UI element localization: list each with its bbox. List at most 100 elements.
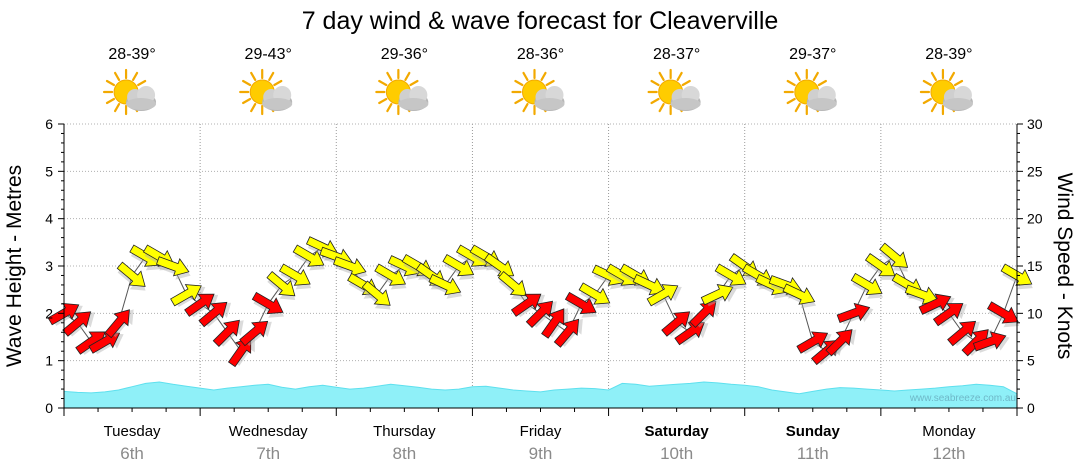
cloud-base	[398, 98, 429, 110]
sun-ray	[137, 79, 147, 87]
sun-ray	[378, 97, 388, 105]
partly-cloudy-icon	[375, 68, 429, 116]
wind-arrow-head	[198, 301, 228, 328]
y-axis-label-right: Wind Speed - Knots	[1053, 173, 1076, 360]
wind-arrow	[553, 318, 583, 348]
sun-ray	[922, 97, 932, 105]
wind-arrow-head	[661, 311, 691, 337]
day-name-label: Friday	[520, 423, 562, 440]
wind-arrow-head	[836, 302, 871, 324]
wind-arrow-head	[212, 319, 240, 348]
wind-arrow-head	[674, 322, 705, 346]
wind-arrow-head	[525, 300, 554, 329]
y-tick-label-right: 25	[1027, 163, 1043, 179]
sun-ray	[817, 79, 827, 87]
wind-arrow	[510, 293, 546, 318]
sun-ray	[514, 97, 524, 105]
wind-arrow	[442, 253, 475, 280]
wind-arrow-head	[361, 280, 391, 306]
wind-arrow	[155, 256, 191, 280]
wind-arrow	[700, 284, 737, 307]
y-tick-label-left: 4	[45, 211, 53, 227]
y-axis-label-left: Wave Height - Metres	[3, 165, 26, 367]
sun-ray	[930, 71, 938, 81]
wind-arrow	[972, 331, 1010, 353]
wind-arrow	[836, 302, 874, 325]
wind-arrow	[947, 320, 980, 347]
sun-ray	[650, 97, 660, 105]
wind-arrow	[578, 282, 611, 309]
sun-ray	[268, 71, 275, 81]
wind-arrow-head	[104, 309, 130, 339]
sun-ray	[113, 71, 121, 81]
wind-arrow-head	[932, 303, 964, 327]
cloud-base	[262, 98, 293, 110]
wind-arrow-head	[497, 270, 527, 297]
wind-arrow	[198, 301, 232, 328]
wind-arrow-head	[564, 291, 597, 315]
y-tick-label-right: 10	[1027, 305, 1043, 321]
wind-arrow	[932, 303, 968, 327]
sun-ray	[386, 71, 393, 81]
wind-arrow	[332, 256, 368, 280]
y-tick-label-left: 2	[45, 305, 53, 321]
day-date-label: 9th	[529, 444, 553, 463]
wind-arrow-head	[251, 291, 284, 315]
wind-arrow-head	[986, 301, 1019, 324]
sun-ray	[522, 103, 529, 113]
day-date-label: 12th	[932, 444, 965, 463]
wind-arrow	[47, 303, 83, 326]
day-name-label: Saturday	[645, 423, 710, 440]
sun-ray	[409, 79, 419, 87]
wind-arrow-head	[850, 272, 883, 296]
wind-arrow	[879, 242, 909, 272]
day-temperature-range: 29-36°	[381, 46, 428, 63]
wind-arrow-head	[689, 300, 717, 329]
sun-ray	[273, 79, 283, 87]
wind-arrow	[374, 263, 407, 290]
y-tick-label-right: 30	[1027, 116, 1043, 132]
wind-arrow-head	[1000, 263, 1033, 286]
sun-ray	[540, 71, 547, 81]
sun-ray	[650, 79, 660, 87]
wind-arrow	[525, 300, 557, 329]
y-tick-label-left: 0	[45, 400, 53, 416]
cloud-base	[126, 98, 157, 110]
wind-arrow	[864, 252, 896, 280]
day-name-label: Monday	[922, 423, 976, 440]
day-date-label: 8th	[393, 444, 417, 463]
sun-ray	[794, 71, 801, 81]
partly-cloudy-icon	[919, 68, 973, 116]
sun-ray	[105, 79, 116, 87]
wind-arrow	[646, 284, 682, 307]
sun-ray	[250, 71, 257, 81]
wind-arrow-head	[825, 329, 853, 357]
partly-cloudy-icon	[783, 68, 837, 116]
wind-arrow	[104, 309, 134, 339]
sun-ray	[105, 97, 116, 105]
day-name-label: Tuesday	[104, 423, 161, 440]
day-temperature-range: 28-39°	[108, 46, 155, 63]
wind-arrow-head	[292, 244, 325, 267]
wind-arrow-head	[47, 303, 80, 326]
wind-arrow-head	[700, 284, 734, 306]
wind-arrow-head	[714, 263, 747, 286]
sun-ray	[522, 71, 529, 81]
sun-ray	[681, 79, 691, 87]
wind-arrow	[782, 283, 817, 309]
partly-cloudy-icon	[647, 68, 701, 116]
y-tick-label-right: 5	[1027, 353, 1035, 369]
wind-arrow	[266, 270, 296, 301]
wind-arrow-head	[278, 263, 311, 286]
sun-ray	[404, 71, 411, 81]
y-tick-label-right: 20	[1027, 211, 1043, 227]
wind-arrow	[661, 311, 694, 337]
wind-arrow	[850, 272, 884, 299]
wind-arrow	[428, 273, 463, 299]
wind-arrow	[239, 320, 272, 347]
wind-arrow-head	[541, 308, 565, 339]
wind-arrow-head	[879, 242, 909, 268]
wind-arrow-head	[184, 293, 215, 317]
day-date-label: 10th	[660, 444, 693, 463]
